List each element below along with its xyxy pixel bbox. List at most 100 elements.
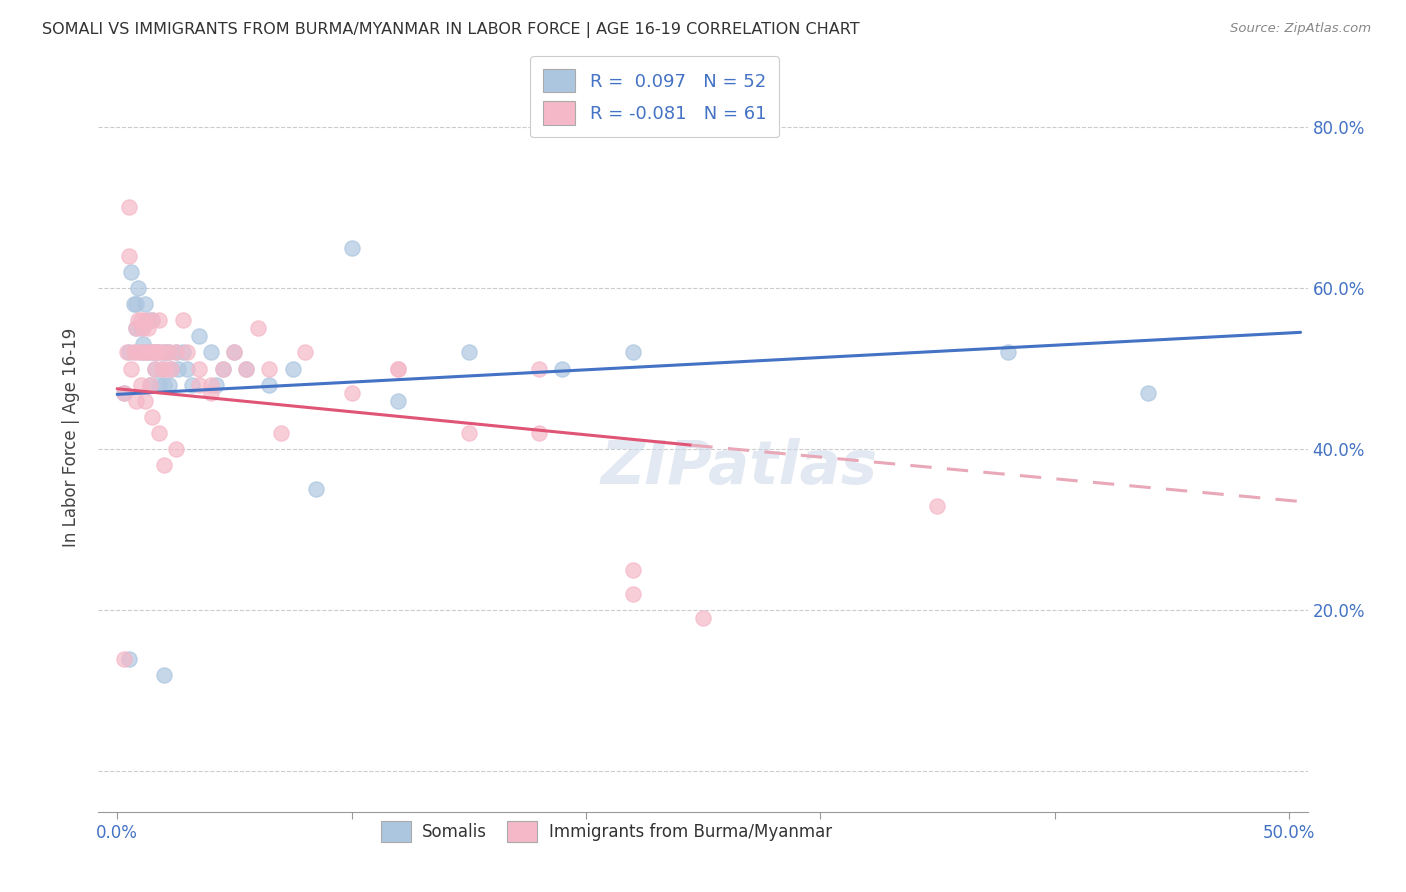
- Point: [294, 345, 316, 359]
- Point: [120, 265, 142, 279]
- Point: [457, 425, 479, 440]
- Point: [112, 385, 135, 400]
- Point: [127, 281, 149, 295]
- Point: [200, 385, 222, 400]
- Point: [143, 345, 166, 359]
- Point: [305, 483, 328, 497]
- Point: [235, 361, 257, 376]
- Point: [211, 361, 233, 376]
- Point: [141, 409, 163, 424]
- Point: [125, 393, 148, 408]
- Point: [176, 345, 198, 359]
- Point: [157, 345, 180, 359]
- Point: [527, 425, 550, 440]
- Point: [281, 361, 304, 376]
- Point: [997, 345, 1019, 359]
- Point: [457, 345, 479, 359]
- Point: [246, 321, 269, 335]
- Text: ZIPatlas: ZIPatlas: [600, 438, 877, 497]
- Point: [188, 329, 211, 343]
- Point: [165, 442, 187, 457]
- Point: [148, 345, 170, 359]
- Point: [125, 345, 148, 359]
- Point: [551, 361, 574, 376]
- Point: [160, 361, 183, 376]
- Point: [129, 345, 152, 359]
- Point: [176, 361, 198, 376]
- Point: [621, 345, 644, 359]
- Point: [143, 361, 166, 376]
- Point: [340, 241, 363, 255]
- Point: [387, 361, 409, 376]
- Point: [200, 345, 222, 359]
- Point: [200, 377, 222, 392]
- Point: [188, 361, 211, 376]
- Point: [692, 611, 714, 625]
- Point: [165, 345, 187, 359]
- Point: [621, 563, 644, 577]
- Text: Source: ZipAtlas.com: Source: ZipAtlas.com: [1230, 22, 1371, 36]
- Text: SOMALI VS IMMIGRANTS FROM BURMA/MYANMAR IN LABOR FORCE | AGE 16-19 CORRELATION C: SOMALI VS IMMIGRANTS FROM BURMA/MYANMAR …: [42, 22, 860, 38]
- Point: [118, 201, 141, 215]
- Point: [125, 321, 148, 335]
- Point: [134, 345, 156, 359]
- Legend: Somalis, Immigrants from Burma/Myanmar: Somalis, Immigrants from Burma/Myanmar: [371, 811, 842, 852]
- Point: [129, 345, 152, 359]
- Point: [153, 345, 176, 359]
- Point: [235, 361, 257, 376]
- Point: [155, 361, 177, 376]
- Point: [224, 345, 246, 359]
- Point: [139, 377, 162, 392]
- Point: [141, 345, 163, 359]
- Point: [211, 361, 233, 376]
- Point: [165, 345, 187, 359]
- Point: [125, 297, 148, 311]
- Point: [129, 377, 152, 392]
- Point: [259, 377, 281, 392]
- Point: [527, 361, 550, 376]
- Point: [172, 313, 194, 327]
- Point: [148, 377, 170, 392]
- Point: [143, 345, 166, 359]
- Point: [1137, 385, 1160, 400]
- Point: [132, 321, 155, 335]
- Point: [146, 345, 169, 359]
- Point: [112, 651, 135, 665]
- Point: [141, 313, 163, 327]
- Point: [150, 361, 173, 376]
- Point: [259, 361, 281, 376]
- Point: [224, 345, 246, 359]
- Point: [136, 345, 159, 359]
- Point: [122, 345, 145, 359]
- Point: [621, 587, 644, 601]
- Point: [118, 651, 141, 665]
- Point: [150, 361, 173, 376]
- Point: [157, 345, 180, 359]
- Point: [160, 361, 183, 376]
- Point: [115, 345, 138, 359]
- Point: [387, 393, 409, 408]
- Point: [148, 345, 170, 359]
- Y-axis label: In Labor Force | Age 16-19: In Labor Force | Age 16-19: [62, 327, 80, 547]
- Point: [153, 458, 176, 473]
- Point: [167, 361, 190, 376]
- Point: [134, 297, 156, 311]
- Point: [172, 345, 194, 359]
- Point: [155, 345, 177, 359]
- Point: [136, 313, 159, 327]
- Point: [148, 425, 170, 440]
- Point: [134, 393, 156, 408]
- Point: [122, 297, 145, 311]
- Point: [118, 345, 141, 359]
- Point: [118, 249, 141, 263]
- Point: [146, 345, 169, 359]
- Point: [127, 313, 149, 327]
- Point: [181, 377, 204, 392]
- Point: [120, 361, 142, 376]
- Point: [153, 667, 176, 681]
- Point: [141, 345, 163, 359]
- Point: [157, 377, 180, 392]
- Point: [204, 377, 226, 392]
- Point: [141, 313, 163, 327]
- Point: [270, 425, 292, 440]
